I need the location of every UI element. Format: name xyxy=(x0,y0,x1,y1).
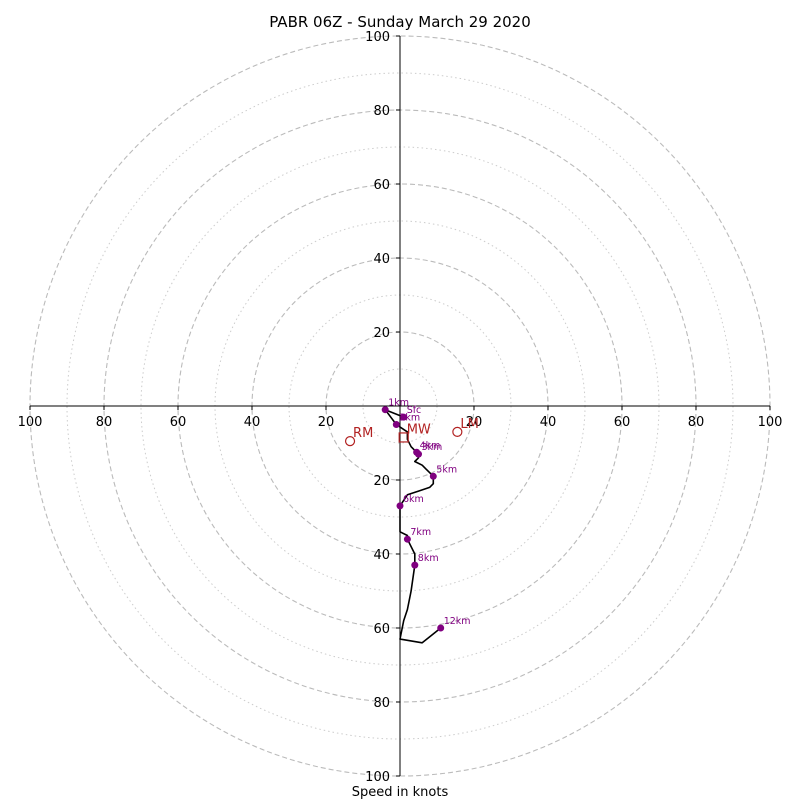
height-marker-12km xyxy=(437,624,445,632)
x-tick-label: 80 xyxy=(96,415,113,430)
y-tick-label: 100 xyxy=(365,30,390,45)
storm-motion-lm-label: LM xyxy=(460,417,478,432)
height-label-4km: 4km xyxy=(420,440,441,451)
height-marker-6km xyxy=(396,502,404,510)
height-marker-2km xyxy=(392,421,400,428)
height-marker-8km xyxy=(411,561,419,569)
x-tick-label: 20 xyxy=(466,415,483,430)
height-label-1km: 1km xyxy=(388,398,409,409)
y-tick-label: 80 xyxy=(373,696,390,711)
height-marker-4km xyxy=(413,448,421,456)
y-tick-label: 20 xyxy=(373,326,390,341)
x-tick-label: 100 xyxy=(18,415,43,430)
height-label-3km: 3km xyxy=(422,442,443,453)
storm-motion-markers: RM LM MW xyxy=(344,417,479,447)
storm-motion-rm-label: RM xyxy=(353,426,373,441)
x-tick-label: 60 xyxy=(614,415,631,430)
height-marker-1km xyxy=(381,406,389,414)
x-tick-label: 20 xyxy=(318,415,335,430)
hodograph-line xyxy=(384,408,442,644)
y-tick-label: 80 xyxy=(373,104,390,119)
storm-motion-rm-marker xyxy=(344,436,356,447)
x-axis-label: Speed in knots xyxy=(352,785,449,800)
height-label-8km: 8km xyxy=(418,553,439,564)
height-marker-sfc xyxy=(400,413,408,421)
height-label-2km: 2km xyxy=(399,413,420,424)
hodograph-trace xyxy=(384,408,442,644)
x-tick-label: 80 xyxy=(688,415,705,430)
y-tick-label: 20 xyxy=(373,474,390,489)
x-tick-label: 100 xyxy=(758,415,783,430)
storm-motion-lm-marker xyxy=(452,426,463,437)
height-label-6km: 6km xyxy=(403,494,424,505)
x-tick-label: 60 xyxy=(170,415,187,430)
y-tick-label: 100 xyxy=(365,770,390,785)
storm-motion-mw-marker xyxy=(398,432,409,443)
y-tick-label: 60 xyxy=(373,178,390,193)
axes: 100 80 60 40 20 20 40 60 80 100 100 80 60 40 20 20 40 60 8… xyxy=(18,30,783,785)
y-tick-label: 40 xyxy=(373,252,390,267)
chart-title: PABR 06Z - Sunday March 29 2020 xyxy=(269,13,531,31)
height-label-sfc: Sfc xyxy=(407,405,422,416)
y-tick-label: 40 xyxy=(373,548,390,563)
height-marker-7km xyxy=(403,535,411,543)
height-label-12km: 12km xyxy=(444,616,471,627)
height-marker-5km xyxy=(429,472,437,480)
height-label-7km: 7km xyxy=(410,527,431,538)
x-tick-label: 40 xyxy=(244,415,261,430)
x-tick-label: 40 xyxy=(540,415,557,430)
height-label-5km: 5km xyxy=(436,464,457,475)
y-tick-label: 60 xyxy=(373,622,390,637)
storm-motion-mw-label: MW xyxy=(407,422,431,437)
